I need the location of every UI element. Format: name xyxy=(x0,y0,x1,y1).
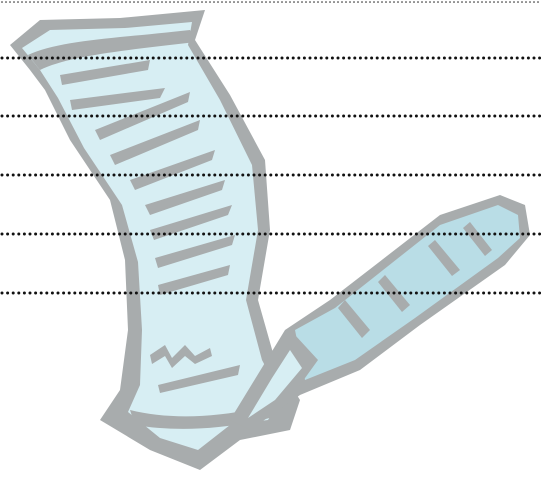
scroll-top-roll xyxy=(28,30,195,70)
pen-tip xyxy=(248,350,302,418)
scroll-paper xyxy=(22,22,282,450)
scroll-writing xyxy=(60,60,240,393)
pen xyxy=(230,195,530,430)
pen-body xyxy=(295,205,520,380)
scroll xyxy=(10,10,300,470)
ruled-lines xyxy=(0,1,541,295)
